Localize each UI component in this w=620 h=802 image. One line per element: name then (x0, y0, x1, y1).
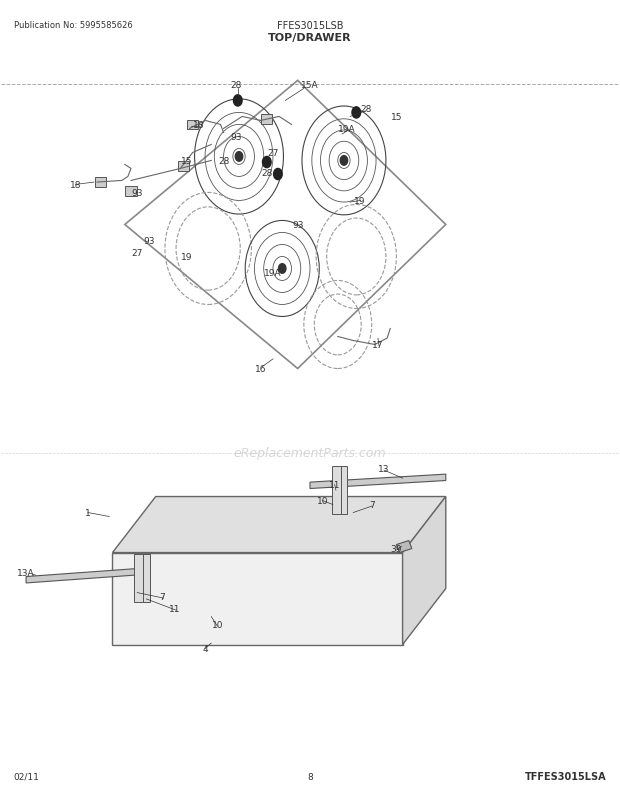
Text: 27: 27 (131, 249, 143, 257)
Text: 7: 7 (369, 500, 374, 509)
Text: 93: 93 (131, 188, 143, 198)
Text: 28: 28 (218, 156, 229, 166)
Text: eReplacementParts.com: eReplacementParts.com (234, 447, 386, 460)
Text: 28: 28 (360, 105, 371, 114)
Circle shape (278, 265, 286, 274)
Bar (341, 467, 347, 515)
Text: 11: 11 (329, 480, 340, 489)
Text: 18: 18 (193, 121, 205, 130)
Text: 16: 16 (255, 365, 267, 374)
Circle shape (236, 152, 242, 162)
Text: 28: 28 (230, 81, 242, 90)
Polygon shape (396, 541, 412, 553)
Polygon shape (402, 497, 446, 645)
Text: 19: 19 (181, 253, 192, 261)
Text: FFES3015LSB: FFES3015LSB (277, 22, 343, 31)
Text: 19: 19 (353, 196, 365, 205)
Text: 15: 15 (391, 113, 402, 122)
Text: 15: 15 (181, 156, 192, 166)
Polygon shape (112, 553, 402, 645)
Text: 7: 7 (159, 593, 165, 602)
Circle shape (352, 107, 361, 119)
Bar (261, 115, 272, 124)
Polygon shape (310, 475, 446, 489)
Bar (125, 187, 136, 196)
Text: 19A: 19A (339, 125, 356, 134)
Text: 13A: 13A (17, 569, 35, 577)
Bar (178, 162, 189, 172)
Bar (143, 554, 149, 602)
Text: 02/11: 02/11 (14, 772, 40, 780)
Bar (187, 120, 198, 130)
Circle shape (273, 169, 282, 180)
Polygon shape (112, 497, 446, 553)
Text: 93: 93 (230, 133, 242, 142)
Circle shape (234, 95, 242, 107)
Text: 27: 27 (267, 148, 278, 158)
Text: 18: 18 (69, 180, 81, 190)
Text: 15A: 15A (301, 81, 319, 90)
Text: 93: 93 (292, 221, 303, 229)
Text: 39: 39 (391, 545, 402, 553)
Text: 8: 8 (307, 772, 313, 780)
Text: 10: 10 (211, 620, 223, 630)
Bar (134, 554, 148, 602)
Text: 10: 10 (317, 496, 328, 505)
Text: 13: 13 (378, 464, 390, 473)
Text: Publication No: 5995585626: Publication No: 5995585626 (14, 22, 133, 30)
Text: 28: 28 (261, 168, 272, 178)
Text: 93: 93 (144, 237, 155, 245)
Text: 17: 17 (372, 341, 384, 350)
Bar (332, 467, 345, 515)
Text: 19A: 19A (264, 269, 281, 277)
Text: 1: 1 (85, 508, 91, 517)
Text: 4: 4 (202, 644, 208, 654)
Text: 11: 11 (169, 604, 180, 614)
Circle shape (340, 156, 348, 166)
Circle shape (262, 157, 271, 168)
Text: TFFES3015LSA: TFFES3015LSA (525, 771, 606, 780)
Bar (95, 178, 105, 188)
Text: TOP/DRAWER: TOP/DRAWER (268, 34, 352, 43)
Polygon shape (26, 569, 137, 583)
